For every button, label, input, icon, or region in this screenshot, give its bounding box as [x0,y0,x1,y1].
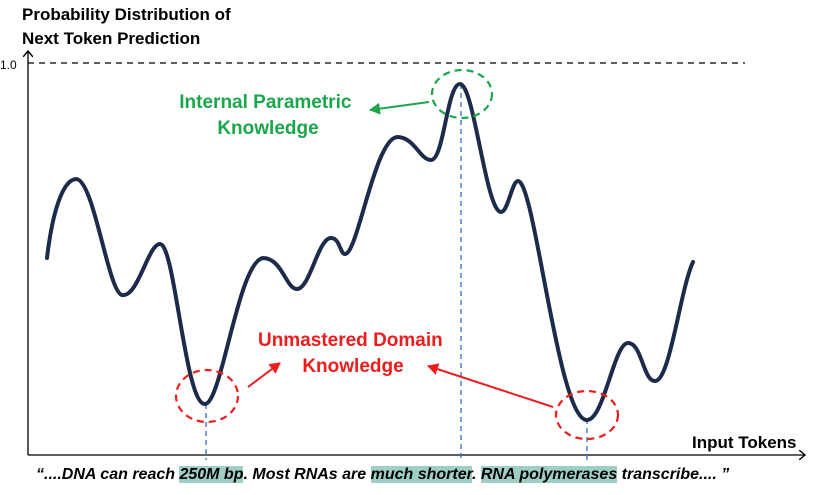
highlight-rna-polymerases: RNA polymerases [480,466,618,483]
caption-prefix: “....DNA can reach [36,466,180,483]
probability-curve [45,82,695,422]
parametric-knowledge-line-2: Knowledge [217,118,318,139]
unmastered-knowledge-label: Unmastered Domain Knowledge [258,330,448,377]
caption-mid-1: . Most RNAs are [243,466,371,483]
y-axis-title-line-1: Probability Distribution of [22,5,231,24]
red-arrow-left [247,362,281,388]
caption-suffix: transcribe.... ” [617,466,730,483]
y-axis-title-line-2: Next Token Prediction [22,29,200,48]
unmastered-knowledge-line-2: Knowledge [302,356,403,377]
highlight-250m-bp: 250M bp [179,466,244,483]
y-axis-title: Probability Distribution of Next Token P… [22,5,235,48]
left-valley-circle [174,368,240,424]
unmastered-knowledge-line-1: Unmastered Domain [258,330,443,351]
highlight-much-shorter: much shorter [370,466,472,483]
right-valley-circle [554,389,620,441]
caption-mid-2: . [471,466,481,483]
parametric-knowledge-label: Internal Parametric Knowledge [179,92,356,139]
parametric-knowledge-line-1: Internal Parametric [179,92,352,113]
y-tick-label: 1.0 [0,58,17,72]
peak-highlight-circle [430,68,494,120]
red-arrow-right [427,363,554,408]
input-token-sentence: “....DNA can reach 250M bp. Most RNAs ar… [36,466,729,484]
x-axis-title: Input Tokens [692,433,797,452]
green-arrow [369,101,430,115]
